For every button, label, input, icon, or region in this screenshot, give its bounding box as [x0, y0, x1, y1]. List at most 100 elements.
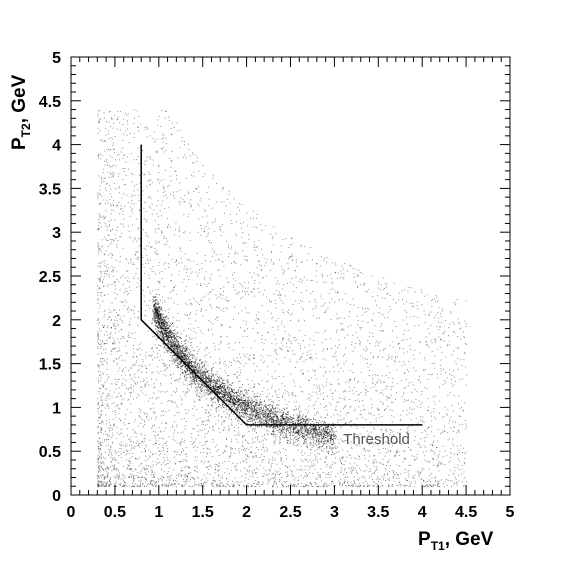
- scatter-point: [187, 347, 189, 349]
- scatter-point: [175, 352, 177, 353]
- scatter-point: [263, 417, 265, 418]
- scatter-point: [301, 426, 303, 428]
- scatter-point: [171, 346, 173, 348]
- scatter-point: [313, 433, 314, 435]
- scatter-point: [246, 412, 247, 414]
- scatter-point: [100, 158, 102, 160]
- scatter-point: [242, 403, 244, 405]
- scatter-point: [244, 412, 246, 414]
- scatter-point: [437, 462, 439, 464]
- scatter-point: [157, 313, 159, 315]
- scatter-point: [433, 298, 435, 300]
- scatter-point: [244, 401, 246, 403]
- scatter-point: [159, 306, 161, 308]
- scatter-point: [159, 327, 161, 328]
- scatter-point: [378, 287, 380, 289]
- scatter-point: [279, 436, 281, 438]
- scatter-point: [333, 440, 335, 442]
- scatter-point: [281, 415, 283, 417]
- scatter-point: [174, 335, 175, 337]
- scatter-point: [351, 466, 353, 468]
- scatter-point: [310, 429, 312, 431]
- scatter-point: [279, 425, 281, 427]
- scatter-point: [301, 435, 303, 437]
- scatter-point: [279, 422, 281, 424]
- scatter-point: [274, 434, 276, 436]
- scatter-point: [246, 409, 248, 411]
- scatter-point: [347, 481, 349, 483]
- scatter-point: [312, 442, 314, 444]
- scatter-point: [397, 475, 399, 477]
- scatter-point: [153, 300, 155, 302]
- scatter-point: [225, 398, 227, 399]
- scatter-point: [103, 485, 105, 487]
- scatter-point: [175, 346, 177, 348]
- scatter-point: [135, 158, 137, 160]
- scatter-point: [157, 119, 159, 121]
- scatter-point: [333, 438, 335, 440]
- scatter-point: [166, 334, 167, 336]
- scatter-point: [160, 469, 162, 471]
- scatter-point: [272, 412, 274, 414]
- scatter-point: [153, 305, 154, 307]
- scatter-point: [303, 443, 305, 445]
- scatter-point: [318, 436, 320, 438]
- scatter-point: [307, 436, 308, 438]
- scatter-point: [159, 321, 161, 323]
- scatter-point: [236, 221, 237, 223]
- scatter-point: [273, 431, 275, 433]
- scatter-point: [319, 265, 321, 267]
- scatter-point: [378, 449, 380, 451]
- scatter-point: [169, 158, 171, 159]
- scatter-point: [237, 481, 239, 482]
- scatter-point: [315, 436, 317, 438]
- scatter-point: [320, 416, 322, 418]
- scatter-point: [122, 301, 124, 303]
- scatter-point: [155, 310, 157, 312]
- scatter-point: [160, 332, 162, 334]
- scatter-point: [259, 264, 261, 266]
- scatter-point: [134, 195, 136, 197]
- scatter-point: [346, 456, 348, 458]
- scatter-point: [205, 375, 207, 377]
- scatter-point: [259, 417, 261, 419]
- scatter-point: [226, 400, 228, 401]
- scatter-point: [269, 417, 271, 419]
- scatter-point: [219, 383, 221, 385]
- scatter-point: [211, 387, 213, 388]
- scatter-point: [199, 363, 200, 365]
- scatter-point: [231, 262, 232, 264]
- scatter-point: [231, 401, 233, 403]
- scatter-point: [126, 467, 128, 469]
- scatter-point: [207, 232, 209, 234]
- scatter-point: [334, 434, 336, 436]
- scatter-point: [99, 423, 101, 424]
- scatter-point: [318, 429, 320, 431]
- scatter-point: [132, 355, 134, 357]
- scatter-point: [388, 459, 390, 461]
- scatter-point: [246, 225, 248, 227]
- scatter-point: [336, 277, 338, 279]
- scatter-point: [433, 411, 435, 413]
- scatter-point: [188, 357, 190, 359]
- scatter-point: [99, 462, 101, 463]
- scatter-point: [199, 373, 201, 375]
- scatter-point: [259, 414, 261, 416]
- scatter-point: [181, 345, 183, 347]
- scatter-point: [168, 332, 170, 334]
- scatter-point: [306, 446, 308, 448]
- scatter-point: [121, 147, 123, 149]
- scatter-point: [158, 323, 160, 325]
- scatter-point: [303, 419, 305, 421]
- scatter-point: [195, 371, 197, 373]
- scatter-point: [272, 419, 274, 420]
- scatter-point: [261, 305, 263, 306]
- scatter-point: [328, 452, 330, 454]
- scatter-point: [193, 175, 195, 177]
- scatter-point: [118, 434, 120, 436]
- scatter-point: [351, 420, 353, 422]
- scatter-point: [330, 441, 331, 443]
- scatter-point: [151, 427, 152, 429]
- scatter-point: [165, 337, 167, 338]
- scatter-point: [167, 335, 169, 337]
